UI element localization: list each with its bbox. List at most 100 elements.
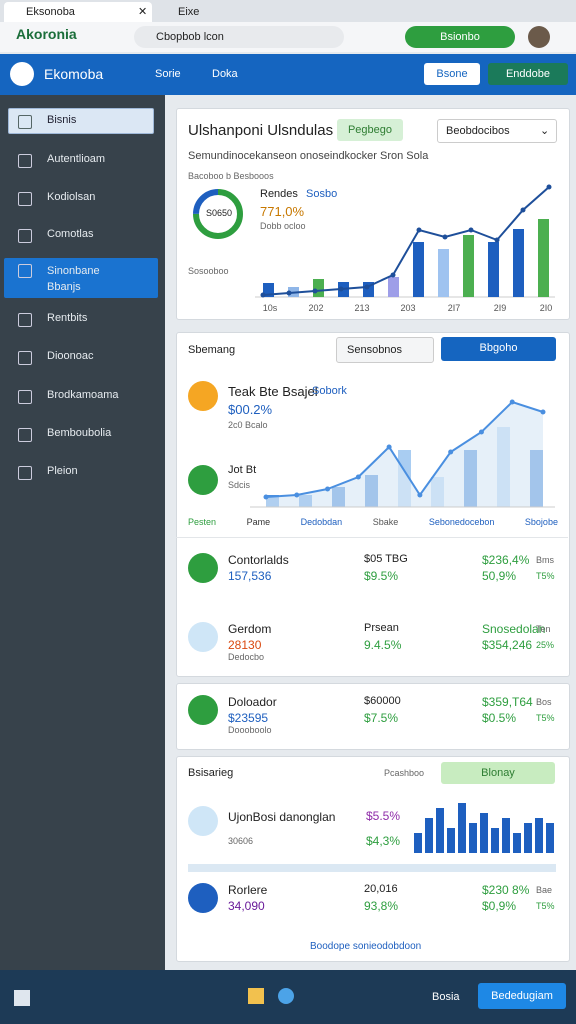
bar — [469, 823, 477, 853]
sub: Dedocbo — [228, 652, 265, 662]
link[interactable]: Boodope sonieodobdoon — [310, 941, 422, 952]
header-button[interactable]: Enddobe — [488, 63, 568, 85]
sidebar-label[interactable]: Autentlioam — [47, 153, 106, 165]
sidebar-label[interactable]: Comotlas — [47, 228, 94, 240]
start-button[interactable] — [14, 990, 30, 1006]
mid-value: $7.5% — [364, 711, 399, 725]
value: $23595 — [228, 711, 269, 725]
sidebar-label[interactable]: Rentbits — [47, 312, 88, 324]
app-icon — [10, 62, 34, 86]
taskbar-button[interactable]: Bededugiam — [478, 983, 566, 1009]
sidebar-label[interactable]: Bemboubolia — [47, 427, 112, 439]
legend-item[interactable]: Pame — [246, 517, 271, 527]
label: Jot Bt — [228, 464, 257, 476]
chart-label: Bacoboo b Besbooos — [188, 171, 274, 181]
icon — [188, 381, 218, 411]
line — [265, 400, 544, 498]
sidebar-label[interactable]: Dioonoac — [47, 350, 94, 362]
name: Rorlere — [228, 883, 268, 897]
legend: Sosbo — [306, 188, 338, 200]
bar — [363, 282, 374, 297]
search[interactable]: Bosia — [432, 991, 460, 1003]
link[interactable]: Sobork — [312, 385, 347, 397]
sub: 30606 — [228, 836, 254, 846]
mid-value: 9.4.5% — [364, 638, 402, 652]
x-tick-label: 2I7 — [448, 303, 461, 313]
right-value: $236,4% — [482, 553, 530, 567]
sidebar-icon — [18, 192, 32, 206]
dropdown[interactable]: Beobdocibos ⌄ — [437, 119, 557, 143]
button[interactable]: Pegbego — [337, 119, 403, 141]
mid-value: $9.5% — [364, 569, 399, 583]
x-tick-label: 2I9 — [494, 303, 507, 313]
bar — [491, 828, 499, 853]
logo: Akoronia — [16, 26, 77, 42]
bar — [480, 813, 488, 853]
app-icon[interactable] — [278, 988, 294, 1004]
sidebar-label[interactable]: Sinonbane Bbanjs — [47, 265, 100, 293]
value: $4,3% — [366, 834, 401, 848]
legend: Rendes — [260, 188, 298, 200]
icon — [188, 695, 218, 725]
line-point — [390, 272, 396, 278]
line-point — [386, 444, 392, 450]
bar — [535, 818, 543, 853]
mid-value: 93,8% — [364, 899, 399, 913]
sidebar-label[interactable]: Pleion — [47, 465, 78, 477]
bar — [438, 249, 449, 297]
name: UjonBosi danonglan — [228, 810, 336, 824]
line-point — [312, 288, 318, 294]
legend-item[interactable]: Sbake — [372, 517, 399, 527]
legend-item[interactable]: Sbojobe — [524, 517, 558, 527]
footer: Sosooboo — [188, 266, 229, 276]
legend-item[interactable]: Dedobdan — [300, 517, 343, 527]
line-point — [416, 227, 422, 233]
header-button[interactable]: Bsone — [424, 63, 480, 85]
bar — [546, 823, 554, 853]
dropdown[interactable]: Sensobnos — [336, 337, 434, 363]
address-bar[interactable]: Cbopbob lcon — [134, 26, 344, 48]
bar — [488, 242, 499, 297]
sidebar — [0, 95, 165, 970]
icon — [188, 553, 218, 583]
value: $5.5% — [366, 809, 401, 823]
sidebar-item-bg[interactable] — [8, 108, 154, 134]
sidebar-label[interactable]: Kodiolsan — [47, 191, 96, 203]
area-bar-chart — [250, 399, 555, 508]
line-point — [263, 494, 269, 500]
name: Doloador — [228, 695, 277, 709]
profile-button[interactable]: Bsionbo — [405, 26, 515, 48]
legend-item[interactable]: Pesten — [188, 517, 217, 527]
nav-link[interactable]: Doka — [212, 68, 238, 80]
app-name[interactable]: Ekomoba — [44, 66, 104, 82]
line-point — [509, 399, 515, 405]
right-value: $0.5% — [482, 711, 517, 725]
button[interactable]: Blonay — [441, 762, 555, 784]
right-sub: Bms — [536, 555, 554, 565]
right-value: $230 8% — [482, 883, 530, 897]
mid-value: 20,016 — [364, 883, 398, 895]
tab[interactable]: Eksonoba ✕ — [4, 2, 152, 22]
line-point — [520, 207, 526, 213]
bar — [388, 277, 399, 297]
bar — [513, 833, 521, 853]
close[interactable]: ✕ — [138, 6, 148, 18]
button[interactable]: Bbgoho — [441, 337, 556, 361]
bar — [413, 242, 424, 297]
sidebar-label[interactable]: Bisnis — [47, 114, 77, 126]
icon — [188, 465, 218, 495]
line-point — [442, 234, 448, 240]
app-icon[interactable] — [248, 988, 264, 1004]
chevron: ⌄ — [540, 125, 550, 137]
sidebar-label[interactable]: Brodkamoama — [47, 389, 119, 401]
tab[interactable]: Eixe — [160, 4, 230, 20]
legend: Pesten Pame Dedobdan Sbake Sebonedocebon Sboj… — [188, 517, 558, 527]
legend-item[interactable]: Sebonedocebon — [428, 517, 495, 527]
icon — [188, 883, 218, 913]
avatar[interactable] — [528, 26, 550, 48]
line-point — [540, 409, 546, 415]
area — [266, 402, 543, 507]
section-header: Bsisarieg — [188, 767, 234, 779]
line-point — [448, 449, 454, 455]
nav-link[interactable]: Sorie — [155, 68, 181, 80]
